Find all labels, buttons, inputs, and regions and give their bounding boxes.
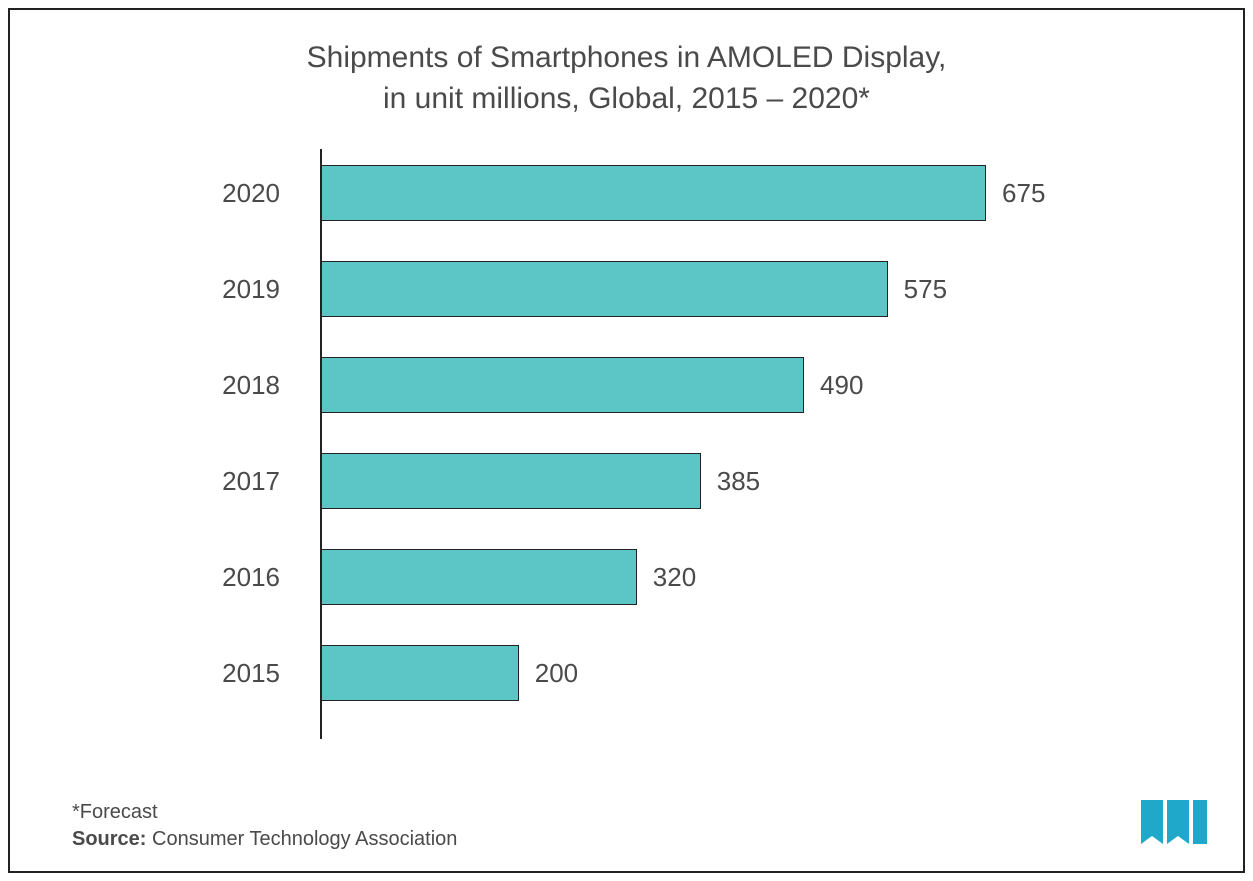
y-axis-label: 2019 [222, 274, 280, 305]
footnote: *Forecast [72, 801, 1203, 824]
bar [322, 165, 986, 221]
bar [322, 357, 804, 413]
bar-value-label: 200 [535, 658, 578, 689]
y-axis-label: 2016 [222, 562, 280, 593]
chart-frame: Shipments of Smartphones in AMOLED Displ… [8, 8, 1245, 873]
bar-row: 2016320 [322, 549, 696, 605]
bar-row: 2019575 [322, 261, 947, 317]
y-axis-label: 2015 [222, 658, 280, 689]
bar-row: 2018490 [322, 357, 863, 413]
bar-row: 2020675 [322, 165, 1045, 221]
chart-title: Shipments of Smartphones in AMOLED Displ… [10, 10, 1243, 149]
bar-value-label: 320 [653, 562, 696, 593]
title-line-2: in unit millions, Global, 2015 – 2020* [10, 79, 1243, 120]
y-axis-label: 2018 [222, 370, 280, 401]
bar-value-label: 490 [820, 370, 863, 401]
bar-value-label: 575 [904, 274, 947, 305]
y-axis-label: 2020 [222, 178, 280, 209]
bar-value-label: 385 [717, 466, 760, 497]
brand-logo-icon [1141, 800, 1207, 849]
bar [322, 549, 637, 605]
bar-value-label: 675 [1002, 178, 1045, 209]
title-line-1: Shipments of Smartphones in AMOLED Displ… [10, 38, 1243, 79]
source-line: Source: Consumer Technology Association [72, 828, 1203, 851]
y-axis-label: 2017 [222, 466, 280, 497]
source-text: Consumer Technology Association [146, 828, 457, 850]
bar [322, 261, 888, 317]
plot-area: 2020675 2019575 2018490 2017385 2016320 20152… [320, 149, 1103, 739]
bar [322, 645, 519, 701]
chart-footer: *Forecast Source: Consumer Technology As… [72, 801, 1203, 851]
bar-row: 2017385 [322, 453, 760, 509]
bar [322, 453, 701, 509]
bar-row: 2015200 [322, 645, 578, 701]
source-label: Source: [72, 828, 146, 850]
